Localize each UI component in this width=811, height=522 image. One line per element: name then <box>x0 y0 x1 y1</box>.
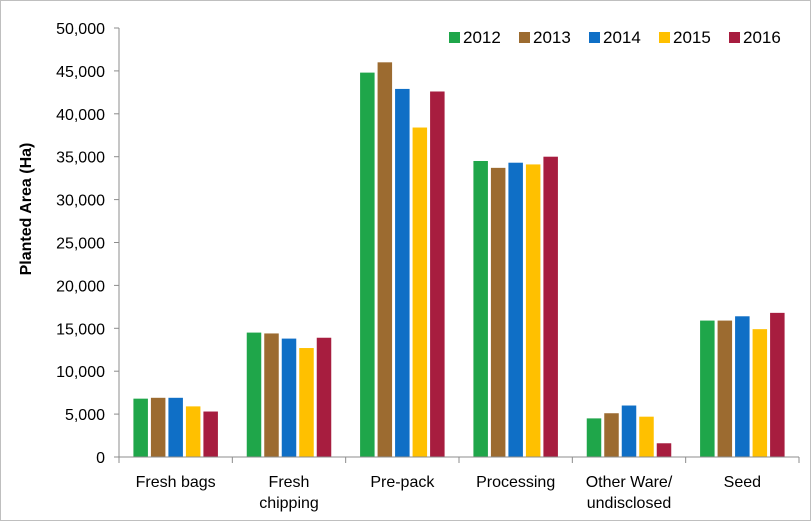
legend: 2012 2013 2014 2015 2016 <box>449 28 781 47</box>
bar-2016 <box>430 91 445 457</box>
bar-2014 <box>395 88 410 457</box>
y-tick-label: 15,000 <box>56 321 105 338</box>
bar-2012 <box>586 418 602 457</box>
bar-2012 <box>133 398 148 457</box>
x-tick-label: Fresh bags <box>136 474 216 491</box>
x-tick-label: Seed <box>724 474 761 491</box>
x-tick-label: Processing <box>476 474 555 491</box>
y-tick-label: 0 <box>96 450 105 467</box>
y-tick-label: 50,000 <box>56 21 105 38</box>
x-tick-label: Fresh chipping <box>259 474 319 512</box>
bar-2016 <box>543 156 558 457</box>
y-tick-label: 25,000 <box>56 236 105 253</box>
bar-2014 <box>621 405 637 457</box>
y-tick-label: 40,000 <box>56 107 105 124</box>
bar-2015 <box>639 416 654 457</box>
bar-2012 <box>700 320 715 457</box>
legend-swatch <box>519 32 530 43</box>
legend-label: 2014 <box>603 28 641 47</box>
x-axis: Fresh bags Fresh chipping Pre-pack Processin… <box>118 456 800 512</box>
bar-2015 <box>752 329 768 457</box>
y-tick-label: 35,000 <box>56 150 105 167</box>
y-tick-label: 5,000 <box>65 407 105 424</box>
bar-2012 <box>473 160 488 458</box>
bar-2014 <box>281 338 297 457</box>
bar-2016 <box>656 443 672 457</box>
bar-2015 <box>185 406 201 457</box>
y-axis: 0 5,000 10,000 15,000 20,000 25,000 30,000 35,0… <box>56 21 120 467</box>
legend-label: 2016 <box>743 28 781 47</box>
bar-2013 <box>604 413 619 457</box>
bar-2015 <box>299 348 314 457</box>
y-tick-label: 20,000 <box>56 278 105 295</box>
y-tick-label: 30,000 <box>56 193 105 210</box>
bar-2014 <box>735 316 750 457</box>
bar-2014 <box>508 162 523 457</box>
bar-2013 <box>264 333 279 457</box>
legend-label: 2013 <box>533 28 571 47</box>
bar-2015 <box>525 164 541 457</box>
bar-2013 <box>150 397 166 457</box>
legend-swatch <box>589 32 600 43</box>
y-tick-label: 10,000 <box>56 364 105 381</box>
legend-swatch <box>449 32 460 43</box>
y-tick-label: 45,000 <box>56 64 105 81</box>
legend-swatch <box>729 32 740 43</box>
x-tick-label: Other Ware/undisclosed <box>586 474 673 512</box>
bar-2013 <box>717 320 733 457</box>
legend-swatch <box>659 32 670 43</box>
bar-2012 <box>246 332 262 457</box>
bar-2012 <box>360 72 375 457</box>
bar-2016 <box>203 411 218 457</box>
legend-label: 2012 <box>463 28 501 47</box>
x-tick-label: Pre-pack <box>370 474 435 491</box>
bar-2016 <box>316 337 332 457</box>
bars <box>133 62 785 458</box>
bar-2016 <box>770 312 785 457</box>
bar-2013 <box>377 62 393 457</box>
bar-2014 <box>168 397 183 457</box>
bar-2015 <box>412 127 428 457</box>
y-axis-label: Planted Area (Ha) <box>18 143 35 276</box>
bar-2013 <box>490 167 506 457</box>
legend-label: 2015 <box>673 28 711 47</box>
